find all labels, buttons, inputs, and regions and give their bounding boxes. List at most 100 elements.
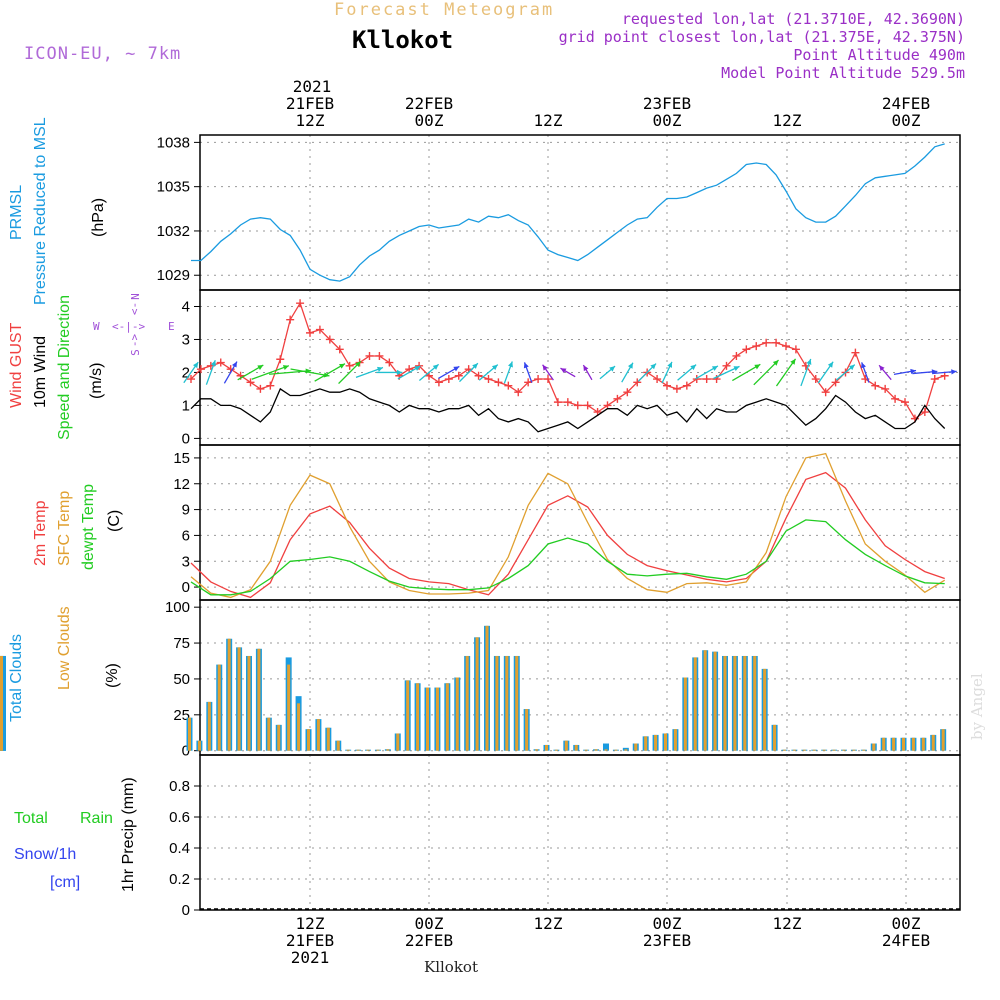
panel-frame [199, 599, 961, 756]
gust-marker [315, 325, 324, 334]
model-altitude: Model Point Altitude 529.5m [721, 64, 965, 82]
y-tick-label: 0.4 [169, 840, 190, 857]
low-cloud-bar [564, 740, 568, 751]
wind-arrow-head [583, 365, 589, 372]
y-tick-label: 25 [173, 707, 190, 724]
low-cloud-bar [604, 749, 608, 751]
footer-station: Kllokot [424, 958, 478, 976]
wind-arrow-head [472, 363, 478, 369]
wind-arrow-head [790, 358, 796, 365]
gust-marker [811, 375, 820, 384]
wind-arrow-head [257, 365, 264, 371]
y-tick-label: 0.8 [169, 778, 190, 795]
low-cloud-bar [227, 638, 231, 751]
wind-arrow-head [650, 363, 657, 370]
wind-arrow [314, 363, 346, 382]
gust-marker [742, 345, 751, 354]
top-hour-label: 00Z [652, 111, 682, 130]
low-cloud-bar [287, 664, 291, 751]
low-cloud-bar [316, 719, 320, 751]
gust-marker [553, 398, 562, 407]
top-hour-label: 00Z [414, 111, 444, 130]
gust-marker [494, 378, 503, 387]
gust-marker [544, 375, 552, 384]
gust-marker [563, 398, 572, 407]
low-cloud-bar [882, 737, 886, 751]
low-cloud-bar [743, 655, 747, 751]
y-tick-label: 1035 [157, 179, 190, 196]
compass-arrow-h: <-|-> [112, 320, 146, 333]
gust-marker [821, 388, 830, 397]
low-cloud-bar [485, 625, 489, 751]
low-cloud-bar [614, 749, 618, 751]
low-cloud-bar [822, 749, 826, 751]
top-date-label: 21FEB [285, 94, 335, 113]
compass-icon: N <-|-> <- -> W E S [88, 290, 180, 360]
gust-marker [286, 315, 295, 324]
top-date-label: 24FEB [881, 94, 931, 113]
low-cloud-bar [267, 717, 271, 751]
low-cloud-bar [902, 737, 905, 751]
low-cloud-bar [416, 683, 420, 751]
top-year-label: 2021 [292, 77, 332, 96]
gust-marker [901, 398, 909, 407]
sfc-temp-line [190, 452, 946, 599]
gust-marker [524, 378, 533, 387]
wind-arrow-head [210, 360, 216, 367]
gust-marker [732, 351, 741, 360]
gust-marker [325, 335, 334, 344]
wind-arrow-head [609, 366, 616, 372]
gust-marker [752, 342, 761, 351]
gust-marker [613, 394, 622, 403]
y-tick-label: 1032 [157, 223, 190, 240]
low-cloud-bar [554, 749, 558, 751]
gridpoint-coords: grid point closest lon,lat (21.375E, 42.… [558, 28, 965, 46]
wind-arrow-head [754, 364, 761, 370]
top-time-label: 22FEB 00Z [389, 95, 469, 129]
low-cloud-bar [872, 743, 876, 751]
low-cloud-bar [812, 749, 816, 751]
low-cloud-bar [693, 657, 697, 751]
panel-frame [199, 444, 961, 601]
chart-title: Forecast Meteogram [334, 0, 555, 20]
low-cloud-bar [336, 740, 340, 751]
low-cloud-bar [217, 664, 221, 751]
low-cloud-bar [386, 749, 390, 751]
wind-arrow-head [491, 364, 498, 371]
wind-arrow-head [396, 369, 403, 376]
low-cloud-bar [396, 733, 400, 751]
low-cloud-bar [574, 744, 578, 751]
low-cloud-bar [515, 655, 519, 751]
bottom-time-label: 12Z [508, 915, 588, 932]
y-tick-label: 0 [182, 430, 190, 447]
low-cloud-bar [862, 749, 866, 751]
gust-marker [534, 375, 543, 384]
bottom-date-label: 22FEB [404, 931, 454, 950]
point-altitude: Point Altitude 490m [793, 46, 965, 64]
y-tick-label: 1029 [157, 267, 190, 284]
y-tick-label: 2 [182, 364, 190, 381]
low-cloud-bar [842, 749, 846, 751]
low-cloud-bar [892, 737, 896, 751]
low-cloud-bar [307, 729, 310, 751]
gust-marker [692, 375, 701, 384]
gust-marker [653, 375, 662, 384]
gust-marker [276, 355, 285, 364]
wind-arrow [753, 359, 780, 386]
wind-arrow-head [772, 360, 779, 366]
low-cloud-bar [723, 655, 727, 751]
top-date-label: 22FEB [404, 94, 454, 113]
gust-marker [791, 345, 800, 354]
bottom-time-label: 00Z 22FEB [389, 915, 469, 949]
y-tick-label: 3 [182, 553, 190, 570]
top-time-label: 12Z [747, 95, 827, 129]
wind-arrow-head [910, 368, 917, 375]
bottom-hour-label: 12Z [533, 914, 563, 933]
top-hour-label: 00Z [891, 111, 921, 130]
gust-marker [851, 348, 860, 357]
top-time-label: 12Z [508, 95, 588, 129]
low-cloud-bar [644, 736, 648, 751]
wind-arrow-head [542, 364, 548, 371]
y-tick-label: 1038 [157, 134, 190, 151]
bottom-time-label: 00Z 24FEB [866, 915, 946, 949]
